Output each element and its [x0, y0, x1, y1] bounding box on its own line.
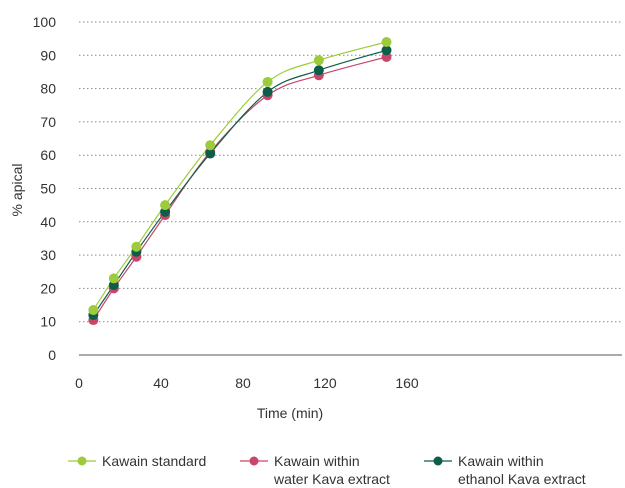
data-point — [160, 200, 171, 211]
series-0 — [92, 41, 387, 311]
series-line — [92, 49, 387, 316]
x-tick-label: 0 — [75, 375, 83, 391]
y-axis-ticks: 0 10 20 30 40 50 60 70 80 90 100 — [33, 14, 57, 363]
y-tick-label: 70 — [40, 114, 56, 130]
series-2 — [92, 49, 387, 316]
x-tick-label: 120 — [313, 375, 337, 391]
data-point — [313, 55, 324, 66]
data-point — [88, 305, 99, 316]
data-point — [205, 148, 216, 159]
x-tick-label: 160 — [395, 375, 419, 391]
data-point — [131, 241, 142, 252]
legend-item-kawain-standard: Kawain standard — [68, 452, 206, 470]
legend-marker-icon — [240, 456, 268, 466]
series-points-0 — [88, 36, 392, 316]
legend-label: Kawain within ethanol Kava extract — [458, 453, 586, 487]
legend-marker-icon — [68, 456, 96, 466]
y-axis-title: % apical — [9, 164, 25, 217]
y-tick-label: 20 — [40, 280, 56, 296]
x-tick-label: 80 — [235, 375, 251, 391]
y-tick-label: 10 — [40, 314, 56, 330]
y-tick-label: 100 — [33, 14, 57, 30]
series-points-2 — [88, 45, 392, 321]
y-tick-label: 60 — [40, 147, 56, 163]
y-tick-label: 50 — [40, 181, 56, 197]
data-point — [262, 76, 273, 87]
data-point — [205, 140, 216, 151]
legend-label: Kawain standard — [102, 453, 207, 469]
data-point — [381, 45, 392, 56]
y-tick-label: 30 — [40, 247, 56, 263]
x-axis-ticks: 0 40 80 120 160 — [75, 375, 419, 391]
legend-item-kawain-water-extract: Kawain within water Kava extract — [240, 452, 390, 488]
gridlines — [79, 21, 622, 323]
data-point — [108, 273, 119, 284]
y-tick-label: 40 — [40, 214, 56, 230]
y-tick-label: 80 — [40, 81, 56, 97]
x-axis-title: Time (min) — [257, 405, 323, 421]
y-tick-label: 90 — [40, 47, 56, 63]
x-tick-label: 40 — [153, 375, 169, 391]
series-group — [88, 36, 392, 326]
legend-item-kawain-ethanol-extract: Kawain within ethanol Kava extract — [424, 452, 586, 488]
data-point — [262, 86, 273, 97]
legend-marker-icon — [424, 456, 452, 466]
line-chart: 0 10 20 30 40 50 60 70 80 90 100 0 40 80 120 160 Time … — [9, 14, 622, 421]
data-point — [381, 36, 392, 47]
y-tick-label: 0 — [48, 347, 56, 363]
legend-label: Kawain within water Kava extract — [274, 453, 390, 487]
legend: Kawain standard Kawain within water Kava… — [0, 452, 625, 488]
data-point — [313, 65, 324, 76]
series-line — [92, 41, 387, 311]
